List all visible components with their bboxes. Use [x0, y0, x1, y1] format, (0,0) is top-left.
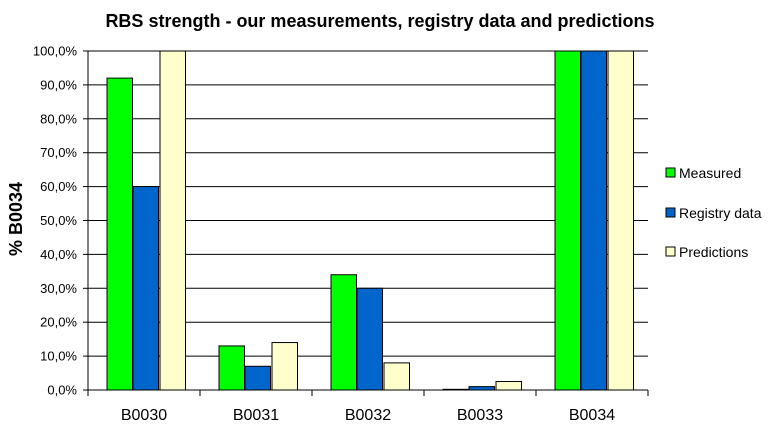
- legend-box: [658, 152, 772, 267]
- bar-registry-data-b0030: [132, 186, 159, 391]
- x-tick-label: B0033: [457, 407, 503, 424]
- legend-swatch: [665, 246, 676, 257]
- legend-swatch: [665, 167, 676, 178]
- y-tick-label: 90,0%: [40, 77, 77, 92]
- y-tick-labels: 0,0% 10,0% 20,0% 30,0% 40,0% 50,0% 60,0% 70,0% 8…: [33, 44, 78, 398]
- y-tick-label: 0,0%: [47, 383, 77, 398]
- x-tick-label: B0034: [569, 407, 615, 424]
- y-tick-label: 20,0%: [40, 315, 77, 330]
- legend: Measured Registry data Predictions: [658, 152, 772, 267]
- y-tick-label: 30,0%: [40, 281, 77, 296]
- legend-label: Predictions: [679, 244, 748, 260]
- x-tick-labels: B0030 B0031 B0032 B0033 B0034: [121, 407, 615, 424]
- x-tick-label: B0030: [121, 407, 167, 424]
- x-tick-label: B0031: [233, 407, 279, 424]
- y-tick-label: 80,0%: [40, 111, 77, 126]
- bar-predictions-b0032: [383, 362, 410, 391]
- y-tick-label: 50,0%: [40, 213, 77, 228]
- y-tick-label: 40,0%: [40, 247, 77, 262]
- bar-predictions-b0030: [159, 50, 186, 391]
- legend-label: Measured: [679, 165, 741, 181]
- bar-measured-b0034: [554, 50, 581, 391]
- bar-registry-data-b0032: [356, 287, 383, 391]
- bar-measured-b0032: [330, 274, 357, 391]
- y-axis-label: % B0034: [6, 182, 26, 256]
- x-tick-label: B0032: [345, 407, 391, 424]
- bar-registry-data-b0033: [468, 386, 495, 391]
- y-tick-label: 70,0%: [40, 145, 77, 160]
- y-tick-label: 100,0%: [33, 44, 78, 59]
- bar-registry-data-b0031: [244, 365, 271, 391]
- chart-title: RBS strength - our measurements, registr…: [105, 11, 654, 31]
- y-tick-label: 10,0%: [40, 349, 77, 364]
- legend-label: Registry data: [679, 205, 762, 221]
- bar-predictions-b0034: [607, 50, 634, 391]
- axes: [83, 50, 649, 396]
- bar-measured-b0031: [218, 345, 245, 391]
- y-tick-label: 60,0%: [40, 179, 77, 194]
- bar-measured-b0030: [106, 77, 133, 391]
- bar-predictions-b0031: [271, 342, 298, 391]
- bar-registry-data-b0034: [580, 50, 607, 391]
- legend-swatch: [665, 207, 676, 218]
- bar-predictions-b0033: [495, 381, 522, 391]
